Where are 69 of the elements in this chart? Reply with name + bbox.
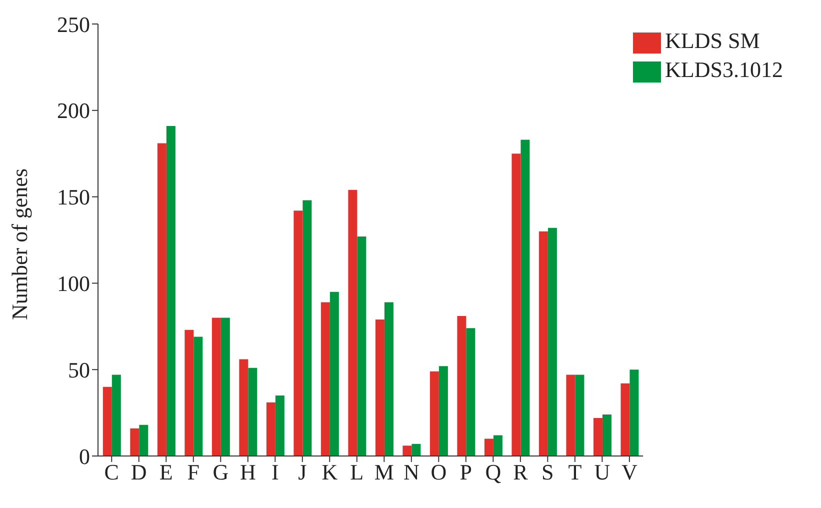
- bar: [348, 190, 358, 456]
- x-tick-label: P: [460, 460, 472, 485]
- bar: [566, 374, 576, 456]
- bar: [330, 292, 339, 456]
- bar: [212, 318, 221, 456]
- bar: [512, 154, 521, 456]
- bar: [375, 319, 384, 456]
- bar: [620, 383, 630, 456]
- bar: [130, 428, 140, 456]
- bar: [357, 236, 366, 456]
- x-tick-label: E: [159, 460, 173, 485]
- x-tick-label: L: [350, 460, 364, 485]
- bar: [575, 374, 584, 456]
- x-tick-label: H: [240, 460, 256, 485]
- bar: [493, 435, 502, 456]
- x-tick-label: C: [104, 460, 119, 485]
- x-tick-label: V: [621, 460, 638, 485]
- bar: [294, 210, 303, 456]
- bar: [266, 402, 276, 456]
- x-tick-label: O: [430, 460, 447, 485]
- x-tick-label: T: [568, 460, 582, 485]
- bar: [157, 143, 166, 456]
- y-tick-label: 0: [79, 444, 90, 469]
- bar: [438, 366, 448, 456]
- x-tick-label: S: [542, 460, 554, 485]
- bar: [194, 336, 203, 456]
- bar: [275, 396, 284, 456]
- y-tick-label: 50: [68, 357, 90, 382]
- bar: [320, 302, 330, 456]
- x-tick-label: N: [403, 460, 420, 485]
- x-tick-label: R: [513, 460, 528, 485]
- legend-label: KLDS SM: [665, 28, 760, 53]
- bar: [139, 424, 148, 456]
- bar: [630, 370, 639, 456]
- bar: [384, 302, 394, 456]
- bar: [412, 444, 421, 456]
- bar: [602, 414, 612, 456]
- x-tick-label: F: [187, 460, 200, 485]
- x-tick-label: U: [594, 460, 610, 485]
- y-tick-label: 100: [57, 271, 90, 296]
- bar: [166, 126, 176, 456]
- y-tick-label: 200: [57, 98, 90, 124]
- bar: [184, 330, 194, 456]
- x-tick-label: G: [212, 460, 229, 485]
- x-tick-label: M: [374, 460, 394, 485]
- bar: [302, 200, 312, 456]
- x-tick-label: K: [322, 460, 338, 485]
- bar: [466, 328, 476, 456]
- bar: [593, 418, 602, 456]
- bar: [102, 386, 112, 456]
- bar: [239, 359, 248, 456]
- bar: [402, 446, 412, 456]
- bar: [457, 316, 466, 456]
- bar: [220, 318, 230, 456]
- x-tick-label: D: [130, 460, 147, 485]
- bar: [430, 371, 439, 456]
- y-tick-label: 250: [57, 12, 90, 37]
- x-tick-label: I: [271, 460, 279, 485]
- x-tick-label: Q: [485, 460, 502, 485]
- y-tick-label: 150: [57, 184, 90, 210]
- bar: [538, 231, 548, 456]
- y-axis-title: Number of genes: [6, 168, 32, 320]
- bar: [248, 368, 258, 456]
- bar: [484, 438, 494, 456]
- bar: [548, 228, 557, 456]
- legend-label: KLDS3.1012: [665, 56, 783, 82]
- bar: [520, 140, 530, 456]
- bar: [112, 374, 121, 456]
- x-tick-label: J: [298, 460, 308, 485]
